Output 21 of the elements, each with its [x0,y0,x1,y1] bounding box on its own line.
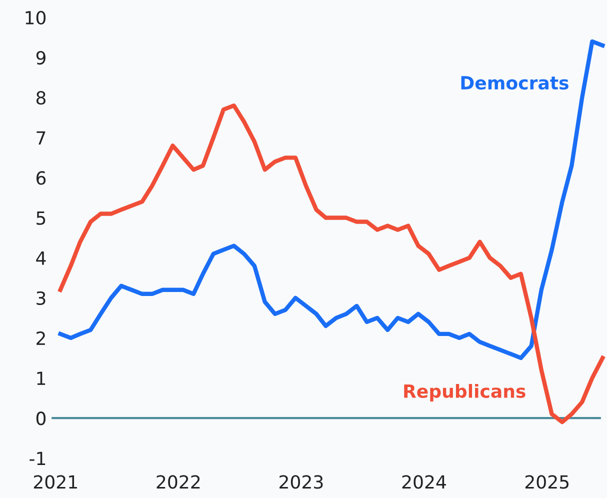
x-tick-label: 2022 [156,475,200,489]
y-tick-label: 8 [36,91,46,105]
y-tick-label: 1 [37,372,46,385]
x-tick-label: 2023 [280,475,323,489]
y-tick-label: 4 [36,252,46,265]
y-tick-label: 6 [36,171,46,185]
y-tick-label: 9 [36,50,46,65]
y-tick-label: 7 [36,131,46,144]
y-tick-label: 2 [36,331,45,345]
y-tick-label: 5 [36,211,46,225]
line-series [58,39,605,360]
line-series [58,103,605,424]
y-tick-label: 3 [36,291,46,306]
y-tick-label: 0 [36,412,46,426]
x-tick-label: 2025 [525,475,569,489]
y-tick-label: 10 [26,10,46,25]
x-tick-label: 2024 [402,475,446,489]
series-label: Democrats [461,76,568,90]
y-tick-label: -1 [30,452,46,466]
x-tick-label: 2021 [34,475,77,489]
series-label: Republicans [404,384,526,402]
